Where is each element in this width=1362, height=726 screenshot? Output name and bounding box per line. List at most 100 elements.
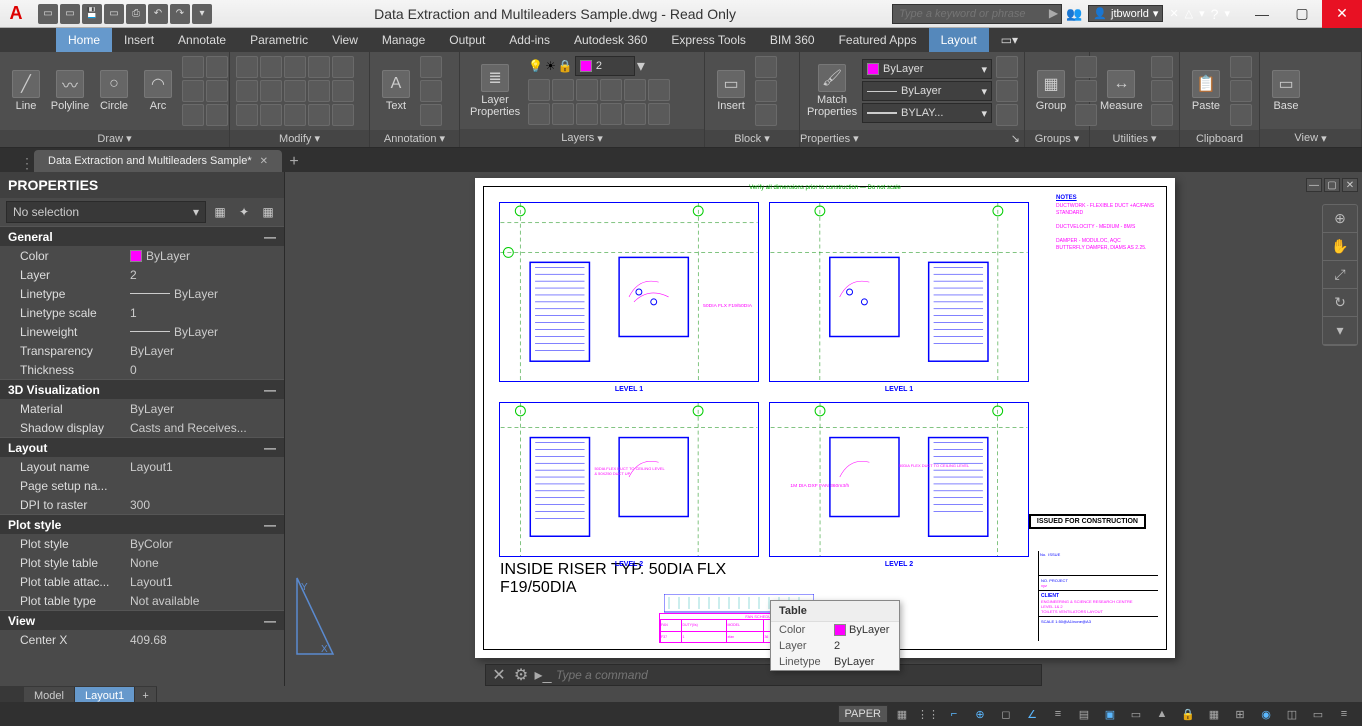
measure-button[interactable]: ↔Measure	[1096, 68, 1147, 114]
property-row[interactable]: LineweightByLayer	[0, 322, 284, 341]
property-row[interactable]: DPI to raster300	[0, 495, 284, 514]
tab-layout[interactable]: Layout	[929, 28, 989, 52]
status-icon[interactable]: ⊞	[1228, 704, 1252, 724]
array-icon[interactable]	[284, 104, 306, 126]
vp-close-icon[interactable]: ✕	[1342, 178, 1358, 192]
minimize-button[interactable]: —	[1242, 0, 1282, 28]
copy-icon[interactable]	[1230, 80, 1252, 102]
tab-featuredapps[interactable]: Featured Apps	[827, 28, 929, 52]
zoom-icon[interactable]: ⤢	[1323, 261, 1357, 289]
space-toggle[interactable]: PAPER	[838, 705, 888, 723]
chevron-down-icon[interactable]: ▾	[440, 132, 446, 145]
qp-icon[interactable]: ▣	[1098, 704, 1122, 724]
property-value[interactable]: ByLayer	[130, 249, 284, 263]
isolate-icon[interactable]: ◫	[1280, 704, 1304, 724]
layer-tool-icon[interactable]	[552, 103, 574, 125]
leader-icon[interactable]	[420, 80, 442, 102]
help-icon[interactable]: ?	[1211, 6, 1219, 22]
qat-more-icon[interactable]: ▾	[192, 4, 212, 24]
property-row[interactable]: Layout nameLayout1	[0, 457, 284, 476]
annotation-scale-icon[interactable]: ▲	[1150, 704, 1174, 724]
search-icon[interactable]: ▶	[1049, 6, 1058, 20]
status-icon[interactable]: 🔒	[1176, 704, 1200, 724]
property-row[interactable]: Thickness0	[0, 360, 284, 379]
layer-selector[interactable]: 2	[575, 56, 635, 76]
arc-button[interactable]: ◠Arc	[138, 68, 178, 114]
qat-open-icon[interactable]: ▭	[60, 4, 80, 24]
chevron-down-icon[interactable]: ▾	[1321, 132, 1327, 145]
property-row[interactable]: Linetype scale1	[0, 303, 284, 322]
close-tab-icon[interactable]: ✕	[260, 156, 268, 167]
polar-icon[interactable]: ⊕	[968, 704, 992, 724]
prop-tool-icon[interactable]	[996, 80, 1018, 102]
chevron-down-icon[interactable]: ▾	[314, 132, 320, 145]
layer-tool-icon[interactable]	[648, 103, 670, 125]
prop-tool-icon[interactable]	[996, 56, 1018, 78]
property-value[interactable]: 1	[130, 306, 284, 320]
draw-tool-icon[interactable]	[182, 56, 204, 78]
property-value[interactable]: Casts and Receives...	[130, 421, 284, 435]
close-button[interactable]: ✕	[1322, 0, 1362, 28]
polyline-button[interactable]: 〰Polyline	[50, 68, 90, 114]
property-row[interactable]: TransparencyByLayer	[0, 341, 284, 360]
modify-icon[interactable]	[308, 80, 330, 102]
ortho-icon[interactable]: ⌐	[942, 704, 966, 724]
file-tab[interactable]: Data Extraction and Multileaders Sample*…	[34, 150, 282, 172]
orbit-icon[interactable]: ↻	[1323, 289, 1357, 317]
tab-addins[interactable]: Add-ins	[497, 28, 562, 52]
mirror-icon[interactable]	[260, 80, 282, 102]
tab-output[interactable]: Output	[437, 28, 497, 52]
selection-combo[interactable]: No selection▾	[6, 201, 206, 223]
property-row[interactable]: Plot styleByColor	[0, 534, 284, 553]
section-header-visualization[interactable]: 3D Visualization—	[0, 379, 284, 399]
tab-view[interactable]: View	[320, 28, 370, 52]
draw-tool-icon[interactable]	[182, 104, 204, 126]
help-search-input[interactable]	[892, 4, 1062, 24]
layer-tool-icon[interactable]	[600, 79, 622, 101]
maximize-button[interactable]: ▢	[1282, 0, 1322, 28]
app-logo[interactable]: A	[0, 0, 32, 28]
layer-tool-icon[interactable]	[576, 79, 598, 101]
util-tool-icon[interactable]	[1151, 80, 1173, 102]
user-menu[interactable]: 👤 jtbworld ▾	[1088, 5, 1163, 22]
transparency-icon[interactable]: ▤	[1072, 704, 1096, 724]
section-header-general[interactable]: General—	[0, 226, 284, 246]
prop-tool-icon[interactable]	[996, 104, 1018, 126]
otrack-icon[interactable]: ∠	[1020, 704, 1044, 724]
property-value[interactable]: 0	[130, 363, 284, 377]
property-value[interactable]: Layout1	[130, 575, 284, 589]
table-icon[interactable]	[420, 104, 442, 126]
property-row[interactable]: Center X409.68	[0, 630, 284, 649]
property-value[interactable]: 2	[130, 268, 284, 282]
block-edit-icon[interactable]	[755, 80, 777, 102]
osnap-icon[interactable]: ◻	[994, 704, 1018, 724]
property-value[interactable]: 409.68	[130, 633, 284, 647]
property-value[interactable]: Layout1	[130, 460, 284, 474]
tab-home[interactable]: Home	[56, 28, 112, 52]
layer-properties-button[interactable]: ≣Layer Properties	[466, 62, 524, 120]
customize-status-icon[interactable]: ≡	[1332, 704, 1356, 724]
chevron-down-icon[interactable]: ▾	[1224, 7, 1230, 20]
property-row[interactable]: ColorByLayer	[0, 246, 284, 265]
qat-plot-icon[interactable]: ⎙	[126, 4, 146, 24]
chevron-down-icon[interactable]: ▾	[1074, 132, 1080, 145]
property-value[interactable]: Not available	[130, 594, 284, 608]
fillet-icon[interactable]	[284, 80, 306, 102]
modify-icon[interactable]	[332, 56, 354, 78]
tab-parametric[interactable]: Parametric	[238, 28, 320, 52]
linetype-selector[interactable]: ByLayer▾	[862, 81, 992, 101]
layer-tool-icon[interactable]	[648, 79, 670, 101]
layer-tool-icon[interactable]	[624, 79, 646, 101]
util-tool-icon[interactable]	[1151, 104, 1173, 126]
base-button[interactable]: ▭Base	[1266, 68, 1306, 114]
tab-annotate[interactable]: Annotate	[166, 28, 238, 52]
close-cmdline-icon[interactable]: ✕	[490, 666, 508, 684]
tab-manage[interactable]: Manage	[370, 28, 437, 52]
qat-save-icon[interactable]: 💾	[82, 4, 102, 24]
cut-icon[interactable]	[1230, 56, 1252, 78]
modify-icon[interactable]	[332, 104, 354, 126]
property-row[interactable]: Plot table attac...Layout1	[0, 572, 284, 591]
pickadd-icon[interactable]: ✦	[234, 202, 254, 222]
property-value[interactable]: None	[130, 556, 284, 570]
draw-tool-icon[interactable]	[206, 56, 228, 78]
